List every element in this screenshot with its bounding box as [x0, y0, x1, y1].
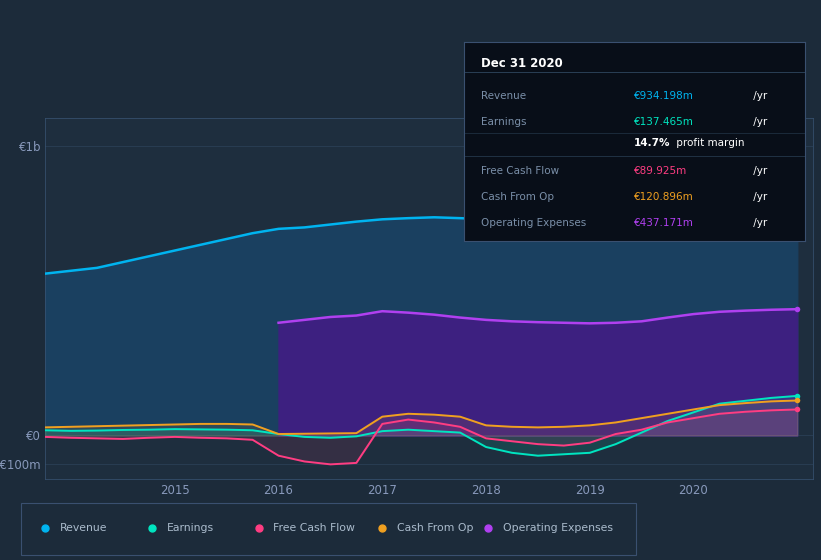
- Text: Operating Expenses: Operating Expenses: [503, 523, 613, 533]
- Text: Earnings: Earnings: [167, 523, 213, 533]
- Text: Cash From Op: Cash From Op: [481, 192, 554, 202]
- Text: Free Cash Flow: Free Cash Flow: [273, 523, 355, 533]
- Text: Earnings: Earnings: [481, 116, 526, 127]
- Text: €934.198m: €934.198m: [635, 91, 694, 101]
- Text: Free Cash Flow: Free Cash Flow: [481, 166, 559, 176]
- Text: €137.465m: €137.465m: [635, 116, 694, 127]
- Text: /yr: /yr: [750, 116, 768, 127]
- Text: profit margin: profit margin: [673, 138, 745, 148]
- Text: Revenue: Revenue: [60, 523, 108, 533]
- Text: /yr: /yr: [750, 192, 768, 202]
- Text: Cash From Op: Cash From Op: [397, 523, 473, 533]
- Text: /yr: /yr: [750, 218, 768, 228]
- Text: /yr: /yr: [750, 91, 768, 101]
- Text: €89.925m: €89.925m: [635, 166, 687, 176]
- Text: Operating Expenses: Operating Expenses: [481, 218, 586, 228]
- Text: /yr: /yr: [750, 166, 768, 176]
- Text: €120.896m: €120.896m: [635, 192, 694, 202]
- Text: Dec 31 2020: Dec 31 2020: [481, 57, 562, 70]
- Text: Revenue: Revenue: [481, 91, 526, 101]
- Text: 14.7%: 14.7%: [635, 138, 671, 148]
- Text: €437.171m: €437.171m: [635, 218, 694, 228]
